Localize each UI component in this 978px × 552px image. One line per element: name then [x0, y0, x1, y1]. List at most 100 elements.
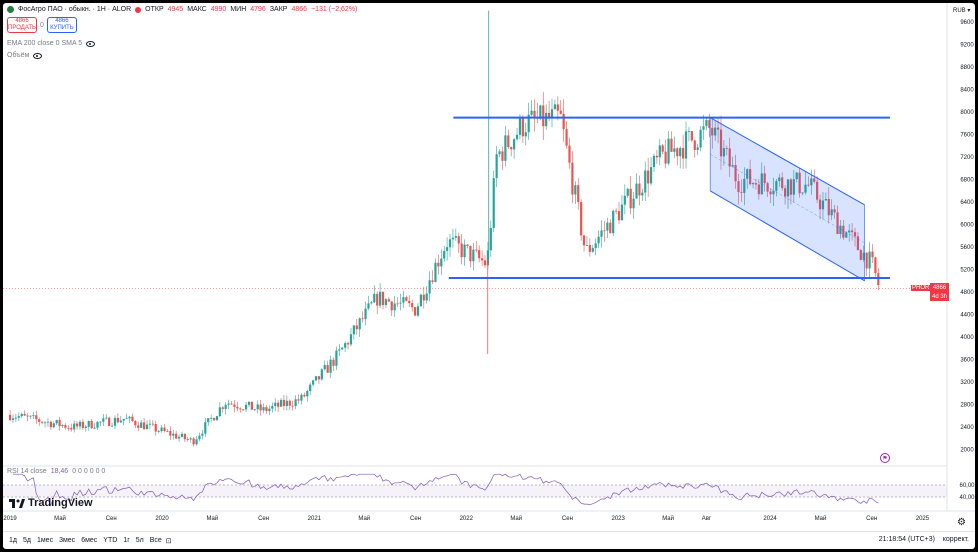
time-tick-label: 2024	[763, 516, 777, 522]
candle-body	[29, 415, 32, 417]
candle-body	[349, 334, 353, 345]
sell-label: ПРОДАТЬ	[8, 25, 36, 31]
candle-body	[670, 138, 673, 152]
candle-body	[67, 427, 70, 429]
buy-button[interactable]: 4866 КУПИТЬ	[46, 17, 77, 33]
candle-body	[431, 280, 434, 282]
candle-body	[527, 114, 530, 133]
candle-body	[384, 299, 388, 306]
date-range-icon[interactable]: ⊡	[165, 537, 172, 545]
clock[interactable]: 21:18:54 (UTC+3)	[878, 536, 935, 543]
candle-body	[58, 420, 61, 427]
candle-body	[306, 391, 309, 397]
symbol-legend[interactable]: ФосАгро ПАО · обыкн. · 1Н · ALOR ОТКР 494…	[7, 6, 357, 13]
price-tick-label: 8400	[960, 87, 974, 93]
channel-lower-line[interactable]	[709, 190, 865, 282]
candle-body	[311, 380, 315, 385]
candle-body	[472, 249, 475, 262]
candle-body	[684, 131, 688, 159]
candle-body	[597, 236, 600, 244]
candle-body	[737, 181, 740, 193]
hide-eye-icon[interactable]	[86, 40, 96, 47]
candle-body	[11, 418, 15, 420]
candle-body	[868, 251, 871, 269]
candle-body	[542, 105, 545, 127]
rsi-value: 18,46	[50, 468, 69, 475]
hide-eye-icon[interactable]	[33, 52, 43, 59]
candle-body	[35, 415, 38, 420]
candle-body	[221, 407, 224, 409]
candle-body	[277, 402, 280, 407]
candle-body	[667, 138, 670, 164]
price-tick-label: 6000	[960, 223, 974, 229]
price-tick-label: 8800	[960, 65, 974, 71]
sell-button[interactable]: 4866 ПРОДАТЬ	[7, 17, 37, 33]
candle-body	[510, 147, 513, 150]
candle-body	[137, 425, 140, 428]
price-tick-label: 9200	[960, 42, 974, 48]
candle-body	[478, 250, 481, 259]
chart-canvas[interactable]: 9600 9200 8800 8400 8000 7600 7200 6800 6400 6000…	[3, 3, 975, 549]
candle-body	[521, 118, 524, 137]
spread-value: 0	[40, 21, 44, 29]
timeframe-1d[interactable]: 1д	[9, 537, 17, 544]
tv-logo-icon	[9, 498, 25, 508]
timeframe-1m[interactable]: 1мес	[36, 537, 54, 544]
candle-body	[725, 148, 728, 149]
candle-body	[20, 413, 23, 417]
candle-body	[38, 419, 41, 422]
candle-body	[55, 420, 58, 424]
timeframe-ytd[interactable]: YTD	[103, 537, 118, 544]
time-tick-label: Сен	[562, 516, 573, 522]
candle-body	[524, 132, 527, 137]
candle-body	[102, 418, 105, 422]
candle-body	[373, 293, 376, 303]
candle-body	[253, 409, 256, 411]
candle-body	[545, 112, 548, 127]
candle-body	[705, 120, 708, 127]
timeframe-6m[interactable]: 6мес	[81, 537, 98, 544]
candle-body	[329, 359, 332, 373]
candle-body	[242, 409, 245, 411]
indicator-ema-legend[interactable]: EMA 200 close 0 SMA 5	[7, 40, 96, 47]
candle-body	[43, 422, 47, 424]
candle-body	[227, 403, 230, 405]
rsi-legend[interactable]: RSI 14 close 18,46 0 0 0 0 0 0	[7, 468, 105, 475]
candle-body	[186, 439, 189, 440]
timeframe-5y[interactable]: 5л	[135, 537, 144, 544]
timeframe-5d[interactable]: 5д	[22, 537, 31, 544]
candle-body	[507, 135, 510, 148]
timeframe-1y[interactable]: 1г	[123, 537, 130, 544]
candle-body	[189, 438, 192, 440]
settings-gear-icon[interactable]: ⚙	[957, 517, 966, 528]
candle-body	[399, 302, 402, 304]
candle-body	[483, 260, 487, 266]
candle-body	[224, 404, 227, 409]
candle-body	[818, 199, 822, 210]
time-tick-label: Сен	[866, 516, 877, 522]
candle-body	[696, 147, 699, 150]
candle-body	[711, 127, 714, 136]
candle-body	[539, 105, 542, 119]
price-tag-ticker: PHOR	[911, 284, 931, 291]
candle-body	[134, 420, 137, 426]
symbol-title[interactable]: ФосАгро ПАО · обыкн. · 1Н · ALOR	[18, 6, 132, 13]
candle-body	[687, 131, 691, 132]
adjust-toggle[interactable]: коррект.	[942, 536, 969, 543]
candle-body	[690, 131, 693, 141]
candle-body	[355, 325, 358, 330]
indicator-volume-legend[interactable]: Объём	[7, 52, 43, 59]
timeframe-all[interactable]: Все	[149, 537, 162, 544]
flag-icon[interactable]: ⚑	[880, 453, 890, 463]
currency-selector[interactable]: RUB ▾	[953, 8, 971, 14]
candle-body	[285, 400, 288, 407]
candle-body	[845, 232, 848, 238]
candle-body	[81, 421, 85, 428]
candle-body	[379, 291, 382, 306]
timeframe-3m[interactable]: 3мес	[59, 537, 76, 544]
candle-body	[463, 244, 466, 258]
price-tag-price: 4866	[932, 284, 947, 291]
candle-body	[716, 127, 720, 130]
channel-upper-line[interactable]	[709, 117, 865, 206]
candle-body	[859, 250, 862, 260]
